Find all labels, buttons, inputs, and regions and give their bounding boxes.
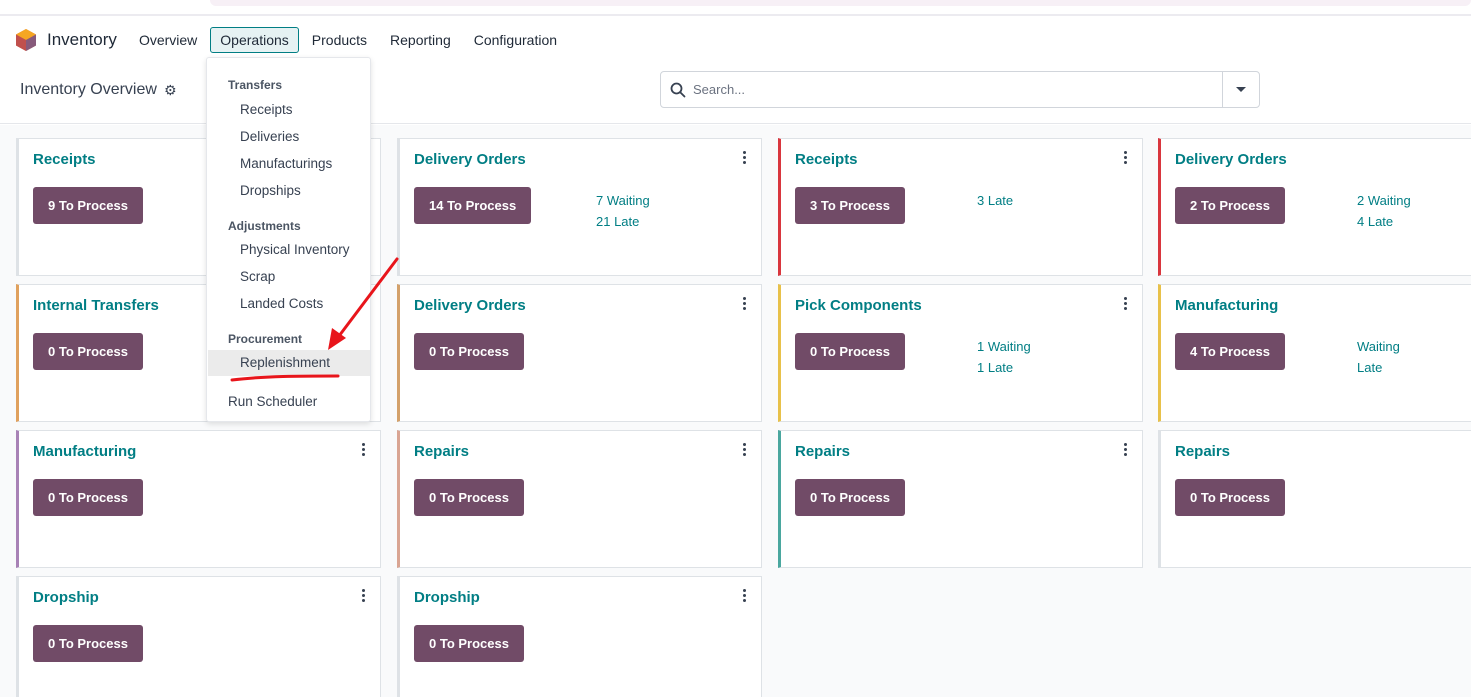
app-name: Inventory: [47, 30, 117, 49]
card-title[interactable]: Dropship: [33, 589, 99, 606]
page-title: Inventory Overview ⚙: [20, 81, 177, 99]
to-process-button[interactable]: 0 To Process: [33, 479, 143, 516]
gear-icon[interactable]: ⚙: [163, 81, 177, 98]
brand[interactable]: Inventory: [16, 29, 129, 51]
card-title[interactable]: Delivery Orders: [414, 297, 526, 314]
stat-late[interactable]: Late: [1357, 360, 1383, 375]
card-title[interactable]: Pick Components: [795, 297, 922, 314]
dropdown-item-dropships[interactable]: Dropships: [240, 183, 301, 198]
to-process-button[interactable]: 0 To Process: [33, 333, 143, 370]
card-title[interactable]: Repairs: [795, 443, 851, 460]
dropdown-item-physical-inventory[interactable]: Physical Inventory: [240, 242, 350, 257]
more-options-icon[interactable]: [743, 297, 747, 311]
card-repairs: Repairs 0 To Process: [397, 430, 762, 568]
search-icon: [670, 82, 686, 97]
to-process-button[interactable]: 2 To Process: [1175, 187, 1285, 224]
browser-top-strip: [0, 0, 1471, 16]
card-title[interactable]: Repairs: [1175, 443, 1231, 460]
to-process-button[interactable]: 0 To Process: [33, 625, 143, 662]
search-input[interactable]: [693, 82, 1213, 97]
more-options-icon[interactable]: [743, 443, 747, 457]
card-delivery-orders-3: Delivery Orders 0 To Process: [397, 284, 762, 422]
dropdown-item-manufacturings[interactable]: Manufacturings: [240, 156, 333, 171]
page-title-text: Inventory Overview: [20, 81, 157, 98]
dropdown-item-deliveries[interactable]: Deliveries: [240, 129, 300, 144]
card-pick-components: Pick Components 0 To Process 1 Waiting 1…: [778, 284, 1143, 422]
dropdown-item-replenishment[interactable]: Replenishment: [208, 350, 370, 376]
card-title[interactable]: Manufacturing: [33, 443, 137, 460]
dropdown-section-header: Procurement: [228, 332, 303, 346]
inventory-logo-icon: [16, 29, 36, 51]
card-repairs-2: Repairs 0 To Process: [778, 430, 1143, 568]
card-manufacturing: Manufacturing 4 To Process Waiting Late: [1158, 284, 1471, 422]
card-title[interactable]: Receipts: [33, 151, 96, 168]
more-options-icon[interactable]: [362, 443, 366, 457]
menu-products[interactable]: Products: [311, 32, 368, 48]
to-process-button[interactable]: 9 To Process: [33, 187, 143, 224]
card-receipts-2: Receipts 3 To Process 3 Late: [778, 138, 1143, 276]
dropdown-item-receipts[interactable]: Receipts: [240, 102, 293, 117]
search-bar: [660, 71, 1260, 108]
dropdown-item-landed-costs[interactable]: Landed Costs: [240, 296, 324, 311]
stat-waiting[interactable]: 7 Waiting: [596, 193, 650, 208]
more-options-icon[interactable]: [743, 151, 747, 165]
card-title[interactable]: Receipts: [795, 151, 858, 168]
to-process-button[interactable]: 4 To Process: [1175, 333, 1285, 370]
main-navbar: Inventory Overview Operations Products R…: [0, 18, 1471, 62]
card-repairs-3: Repairs 0 To Process: [1158, 430, 1471, 568]
card-delivery-orders: Delivery Orders 14 To Process 7 Waiting …: [397, 138, 762, 276]
dropdown-item-scrap[interactable]: Scrap: [240, 269, 276, 284]
card-title[interactable]: Delivery Orders: [1175, 151, 1287, 168]
search-options-toggle[interactable]: [1222, 72, 1259, 107]
more-options-icon[interactable]: [1124, 297, 1128, 311]
card-dropship-2: Dropship 0 To Process: [397, 576, 762, 697]
to-process-button[interactable]: 0 To Process: [795, 333, 905, 370]
card-stats: 2 Waiting 4 Late: [1357, 190, 1411, 232]
menu-operations[interactable]: Operations: [210, 27, 299, 53]
to-process-button[interactable]: 0 To Process: [414, 479, 524, 516]
to-process-button[interactable]: 3 To Process: [795, 187, 905, 224]
to-process-button[interactable]: 0 To Process: [414, 625, 524, 662]
more-options-icon[interactable]: [1124, 151, 1128, 165]
more-options-icon[interactable]: [362, 589, 366, 603]
card-title[interactable]: Repairs: [414, 443, 470, 460]
dropdown-section-header: Transfers: [228, 78, 283, 92]
card-title[interactable]: Dropship: [414, 589, 480, 606]
menu-overview[interactable]: Overview: [138, 32, 198, 48]
card-title[interactable]: Delivery Orders: [414, 151, 526, 168]
stat-waiting[interactable]: 2 Waiting: [1357, 193, 1411, 208]
stat-waiting[interactable]: Waiting: [1357, 339, 1400, 354]
stat-late[interactable]: 21 Late: [596, 214, 640, 229]
more-options-icon[interactable]: [1124, 443, 1128, 457]
menu-reporting[interactable]: Reporting: [390, 32, 451, 48]
card-stats: 1 Waiting 1 Late: [977, 336, 1031, 378]
to-process-button[interactable]: 0 To Process: [1175, 479, 1285, 516]
card-title[interactable]: Manufacturing: [1175, 297, 1279, 314]
to-process-button[interactable]: 0 To Process: [795, 479, 905, 516]
control-panel: Inventory Overview ⚙: [0, 62, 1471, 124]
card-title[interactable]: Internal Transfers: [33, 297, 159, 314]
to-process-button[interactable]: 14 To Process: [414, 187, 532, 224]
stat-late[interactable]: 1 Late: [977, 360, 1014, 375]
caret-down-icon: [1236, 87, 1246, 92]
menu-configuration[interactable]: Configuration: [473, 32, 558, 48]
dropdown-item-run-scheduler[interactable]: Run Scheduler: [228, 394, 318, 409]
card-stats: 7 Waiting 21 Late: [596, 190, 650, 232]
stat-late[interactable]: 4 Late: [1357, 214, 1394, 229]
card-stats: 3 Late: [977, 190, 1013, 211]
card-stats: Waiting Late: [1357, 336, 1400, 378]
card-manufacturing-2: Manufacturing 0 To Process: [16, 430, 381, 568]
top-accent-bar: [210, 0, 1471, 6]
operations-dropdown-menu: Transfers Receipts Deliveries Manufactur…: [206, 57, 371, 422]
to-process-button[interactable]: 0 To Process: [414, 333, 524, 370]
card-dropship: Dropship 0 To Process: [16, 576, 381, 697]
card-delivery-orders-2: Delivery Orders 2 To Process 2 Waiting 4…: [1158, 138, 1471, 276]
dropdown-section-header: Adjustments: [228, 219, 301, 233]
stat-waiting[interactable]: 1 Waiting: [977, 339, 1031, 354]
more-options-icon[interactable]: [743, 589, 747, 603]
stat-late[interactable]: 3 Late: [977, 193, 1014, 208]
